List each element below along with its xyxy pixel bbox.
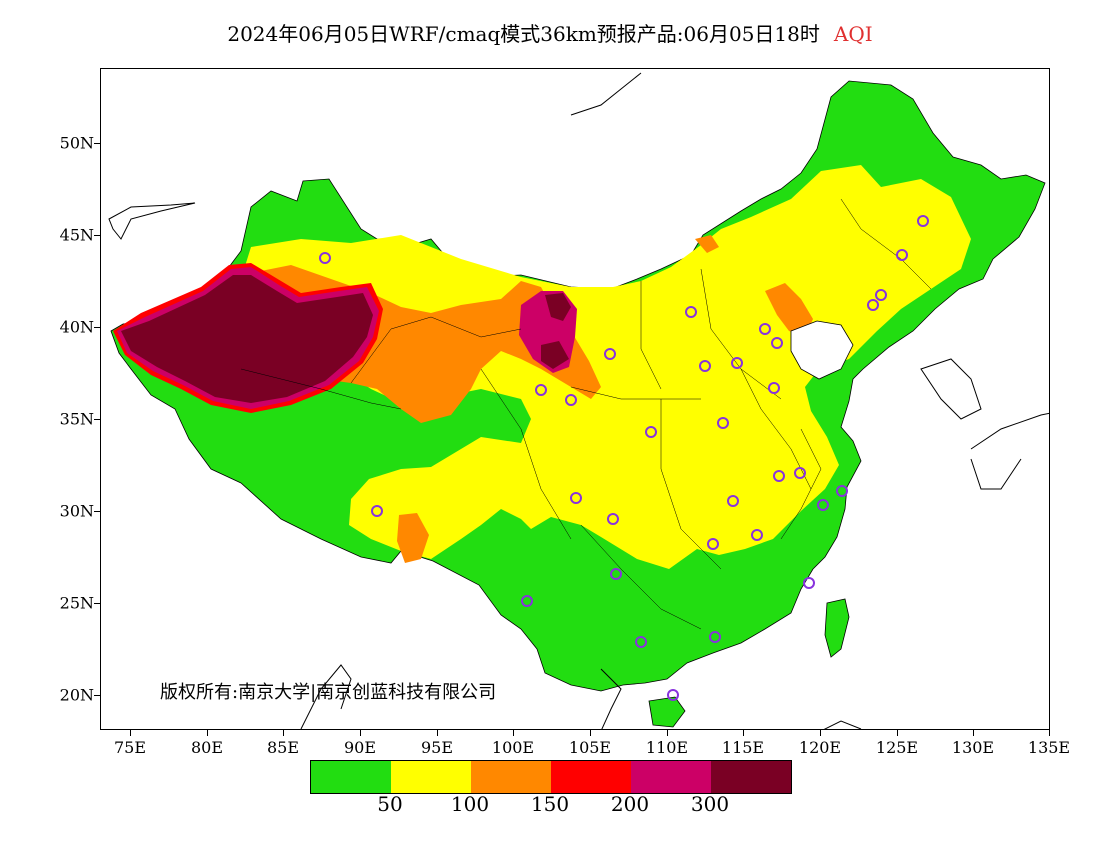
aqi-band-hazardous-nm — [541, 293, 571, 369]
y-tick-35 — [94, 419, 100, 420]
province-boundaries — [240, 198, 932, 630]
colorbar-segment-good — [311, 761, 391, 793]
y-tick-45 — [94, 235, 100, 236]
x-label-85E: 85E — [266, 738, 300, 757]
x-tick-80 — [207, 730, 208, 736]
x-tick-130 — [973, 730, 974, 736]
copyright-text: 版权所有:南京大学|南京创蓝科技有限公司 — [160, 682, 497, 703]
station-markers — [319, 215, 929, 701]
x-tick-110 — [667, 730, 668, 736]
y-label-45N: 45N — [59, 225, 94, 245]
y-label-30N: 30N — [59, 501, 94, 521]
y-tick-20 — [94, 695, 100, 696]
colorbar-label-100: 100 — [450, 792, 490, 816]
aqi-band-hazardous-taklamakan — [121, 275, 373, 403]
colorbar-segment-hazardous — [711, 761, 791, 793]
hainan — [648, 696, 686, 728]
x-label-110E: 110E — [645, 738, 689, 757]
y-label-25N: 25N — [59, 593, 94, 613]
x-label-75E: 75E — [113, 738, 147, 757]
x-label-80E: 80E — [190, 738, 224, 757]
x-tick-125 — [897, 730, 898, 736]
map-title: 2024年06月05日WRF/cmaq模式36km预报产品:06月05日18时 A… — [0, 18, 1100, 47]
aqi-band-usg-east — [765, 283, 813, 337]
y-label-35N: 35N — [59, 409, 94, 429]
y-tick-50 — [94, 143, 100, 144]
taiwan — [824, 598, 850, 658]
x-tick-105 — [590, 730, 591, 736]
y-tick-40 — [94, 327, 100, 328]
x-tick-100 — [513, 730, 514, 736]
x-tick-115 — [743, 730, 744, 736]
x-tick-90 — [360, 730, 361, 736]
colorbar-segment-usg — [471, 761, 551, 793]
x-tick-135 — [1049, 730, 1050, 736]
map-frame — [100, 68, 1050, 730]
x-label-135E: 135E — [1027, 738, 1071, 757]
colorbar-label-200: 200 — [610, 792, 650, 816]
x-label-90E: 90E — [343, 738, 377, 757]
x-tick-95 — [437, 730, 438, 736]
colorbar-label-50: 50 — [377, 792, 403, 816]
x-tick-85 — [283, 730, 284, 736]
y-tick-30 — [94, 511, 100, 512]
y-label-50N: 50N — [59, 133, 94, 153]
x-label-100E: 100E — [491, 738, 535, 757]
x-label-105E: 105E — [568, 738, 612, 757]
bohai-sea — [790, 320, 854, 380]
x-label-120E: 120E — [798, 738, 842, 757]
x-tick-120 — [820, 730, 821, 736]
x-label-115E: 115E — [721, 738, 765, 757]
aqi-band-usg-sc — [397, 513, 429, 563]
title-variable: AQI — [833, 22, 873, 46]
aqi-map — [108, 72, 1049, 729]
x-label-125E: 125E — [875, 738, 919, 757]
aqi-colorbar — [310, 760, 792, 794]
aqi-band-usg-ne — [695, 235, 719, 253]
colorbar-segment-very-unhealthy — [631, 761, 711, 793]
colorbar-segment-unhealthy — [551, 761, 631, 793]
y-label-20N: 20N — [59, 685, 94, 705]
x-label-130E: 130E — [951, 738, 995, 757]
x-tick-75 — [130, 730, 131, 736]
foreign-coastlines — [108, 72, 1049, 729]
colorbar-label-150: 150 — [530, 792, 570, 816]
y-label-40N: 40N — [59, 317, 94, 337]
colorbar-label-300: 300 — [690, 792, 730, 816]
x-label-95E: 95E — [420, 738, 454, 757]
colorbar-segment-moderate — [391, 761, 471, 793]
y-tick-25 — [94, 603, 100, 604]
title-main: 2024年06月05日WRF/cmaq模式36km预报产品:06月05日18时 — [227, 22, 820, 46]
